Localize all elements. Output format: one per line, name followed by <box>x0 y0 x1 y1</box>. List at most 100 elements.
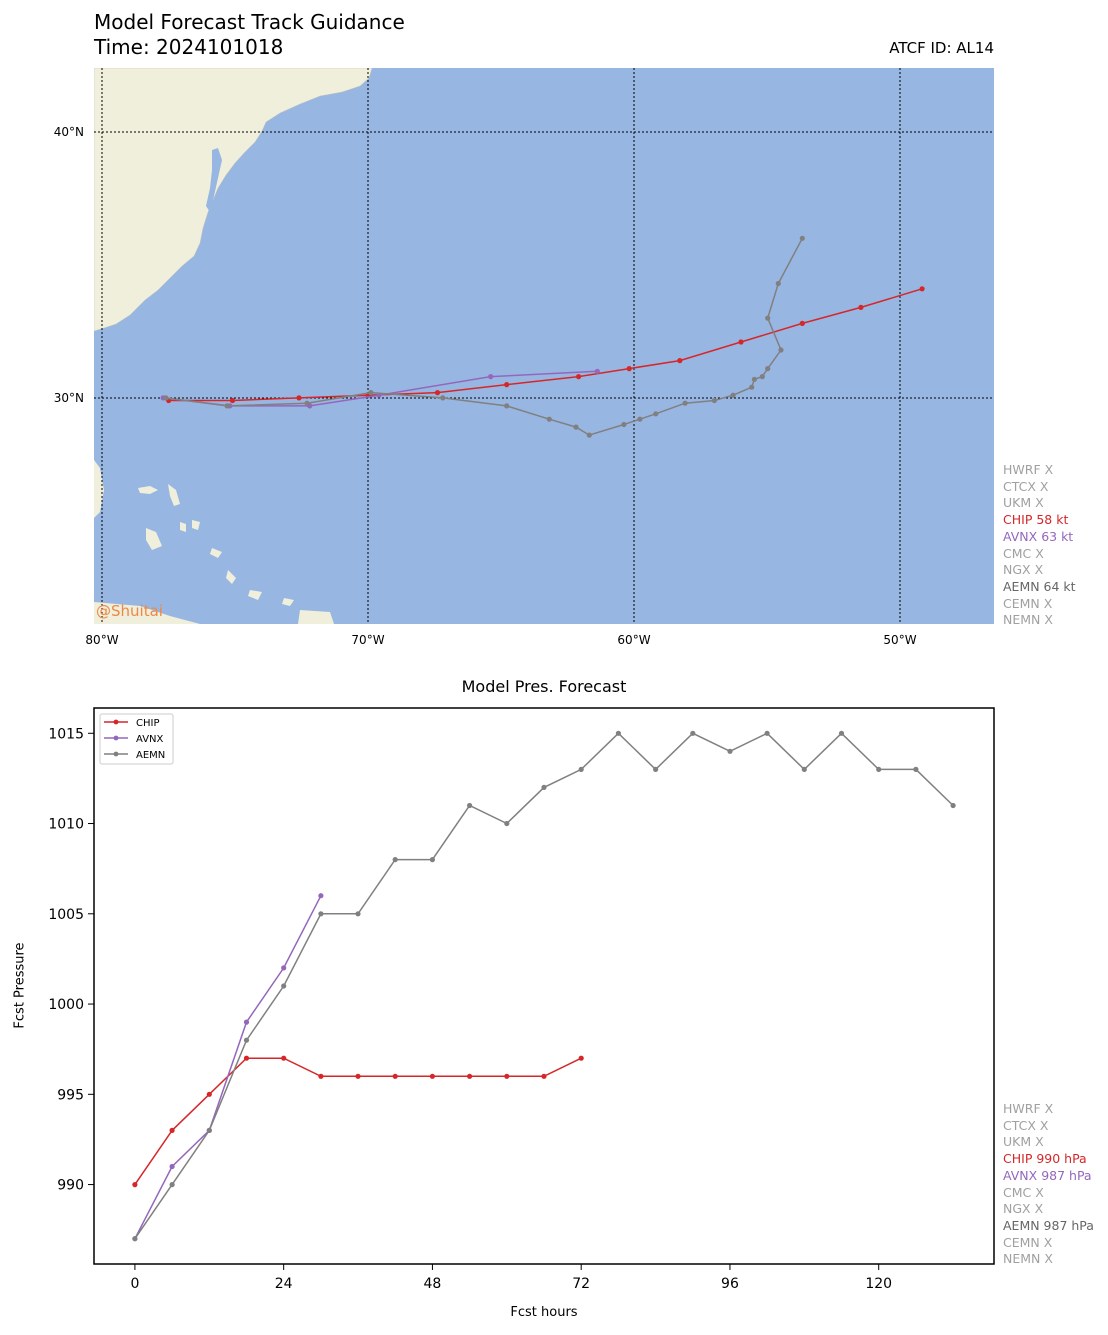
pressure-legend-entry: CHIP 990 hPa <box>1003 1151 1087 1167</box>
track-point-aemn <box>546 416 552 422</box>
track-point-chip <box>799 320 805 326</box>
legend-marker-aemn <box>113 751 119 757</box>
pressure-legend: CHIP AVNX AEMN <box>104 718 165 761</box>
track-legend-entry: CHIP 58 kt <box>1003 512 1069 528</box>
legend-marker-avnx <box>113 735 119 741</box>
lat-tick-label: 30°N <box>53 391 84 405</box>
track-point-aemn <box>304 400 310 406</box>
pressure-legend-box <box>99 713 174 765</box>
legend-label-chip: CHIP <box>136 718 159 729</box>
pressure-point-aemn <box>206 1127 212 1133</box>
y-tick-label: 1005 <box>48 907 84 923</box>
track-point-aemn <box>573 424 579 430</box>
x-tick-label: 96 <box>721 1276 739 1292</box>
lat-tick-label: 40°N <box>53 125 84 139</box>
track-point-aemn <box>637 416 643 422</box>
pressure-legend-entry: NEMN X <box>1003 1251 1053 1267</box>
track-point-aemn <box>765 366 771 372</box>
pressure-point-aemn <box>801 766 807 773</box>
track-legend-entry: NEMN X <box>1003 612 1053 628</box>
track-point-aemn <box>586 432 592 438</box>
y-tick-label: 1015 <box>48 726 84 742</box>
y-axis-label: Fcst Pressure <box>12 942 28 1029</box>
track-point-chip <box>296 395 302 401</box>
pressure-legend-entry: CTCX X <box>1003 1117 1049 1133</box>
track-point-aemn <box>749 384 755 390</box>
track-point-chip <box>919 286 925 292</box>
pressure-point-aemn <box>950 802 956 809</box>
pressure-point-chip <box>281 1055 287 1061</box>
track-legend-entry: AVNX 63 kt <box>1003 528 1074 544</box>
track-point-aemn <box>759 374 765 380</box>
pressure-point-chip <box>355 1073 361 1079</box>
track-point-aemn <box>682 400 688 406</box>
pressure-point-aemn <box>615 730 622 736</box>
x-tick-label: 48 <box>424 1276 442 1292</box>
watermark: @Shuitai <box>96 602 163 620</box>
track-point-chip <box>738 339 744 345</box>
pressure-legend-entry: UKM X <box>1003 1134 1044 1150</box>
track-point-chip <box>576 374 582 380</box>
pressure-point-aemn <box>690 730 696 736</box>
atcf-id-label: ATCF ID: AL14 <box>889 39 994 57</box>
pressure-point-chip <box>169 1127 175 1133</box>
pressure-plot-area <box>93 707 995 1265</box>
lon-tick-label: 80°W <box>85 633 119 647</box>
lon-tick-label: 60°W <box>617 633 651 647</box>
pressure-series <box>132 730 956 1242</box>
pressure-point-aemn <box>727 748 733 754</box>
track-point-chip <box>434 390 441 396</box>
track-point-aemn <box>163 395 169 401</box>
pressure-point-aemn <box>281 983 287 989</box>
track-point-aemn <box>775 280 781 287</box>
pressure-point-aemn <box>876 766 882 773</box>
pressure-point-chip <box>578 1055 584 1061</box>
lon-tick-label: 50°W <box>883 633 917 647</box>
track-legend-entry: CMC X <box>1003 545 1044 561</box>
pressure-legend-entry: AEMN 987 hPa <box>1003 1217 1094 1233</box>
track-point-avnx <box>488 374 494 380</box>
time-label: Time: 2024101018 <box>94 35 284 59</box>
track-point-chip <box>626 366 632 372</box>
pressure-point-aemn <box>132 1236 138 1242</box>
y-tick-label: 990 <box>57 1178 84 1194</box>
pressure-point-avnx <box>169 1163 175 1170</box>
pressure-point-chip <box>541 1073 547 1079</box>
pressure-point-chip <box>467 1073 473 1079</box>
pressure-point-avnx <box>281 965 287 971</box>
y-tick-label: 1000 <box>48 997 84 1013</box>
pressure-legend-entry: AVNX 987 hPa <box>1003 1167 1092 1183</box>
track-point-aemn <box>621 421 627 428</box>
ocean-background <box>94 68 994 624</box>
track-model-legend: HWRF X CTCX X UKM X CHIP 58 kt AVNX 63 kt CMC… <box>1003 462 1076 629</box>
track-point-avnx <box>594 368 600 374</box>
track-legend-entry: AEMN 64 kt <box>1003 578 1076 594</box>
legend-marker-chip <box>113 719 119 725</box>
track-point-aemn <box>730 392 736 398</box>
pressure-point-avnx <box>243 1019 250 1025</box>
pressure-point-chip <box>504 1073 510 1079</box>
pressure-point-chip <box>243 1055 250 1061</box>
pressure-point-aemn <box>838 730 845 736</box>
track-legend-entry: UKM X <box>1003 495 1044 511</box>
pressure-point-chip <box>392 1073 398 1079</box>
x-tick-label: 120 <box>865 1276 892 1292</box>
pressure-point-aemn <box>764 730 770 736</box>
map-gridlines <box>94 68 994 624</box>
pressure-point-avnx <box>318 893 324 899</box>
pressure-legend-entry: HWRF X <box>1003 1101 1054 1116</box>
x-tick-label: 24 <box>275 1276 293 1292</box>
track-point-aemn <box>799 235 805 241</box>
track-point-chip <box>504 382 510 388</box>
track-point-aemn <box>440 395 446 401</box>
pressure-point-aemn <box>392 857 398 863</box>
track-point-aemn <box>504 403 510 409</box>
pressure-point-aemn <box>913 766 919 773</box>
chart-title: Model Forecast Track Guidance <box>94 10 405 34</box>
pressure-point-aemn <box>504 820 510 827</box>
pressure-legend-entry: NGX X <box>1003 1201 1044 1217</box>
track-point-aemn <box>368 390 374 396</box>
track-point-aemn <box>765 315 771 321</box>
pressure-point-aemn <box>243 1037 250 1043</box>
